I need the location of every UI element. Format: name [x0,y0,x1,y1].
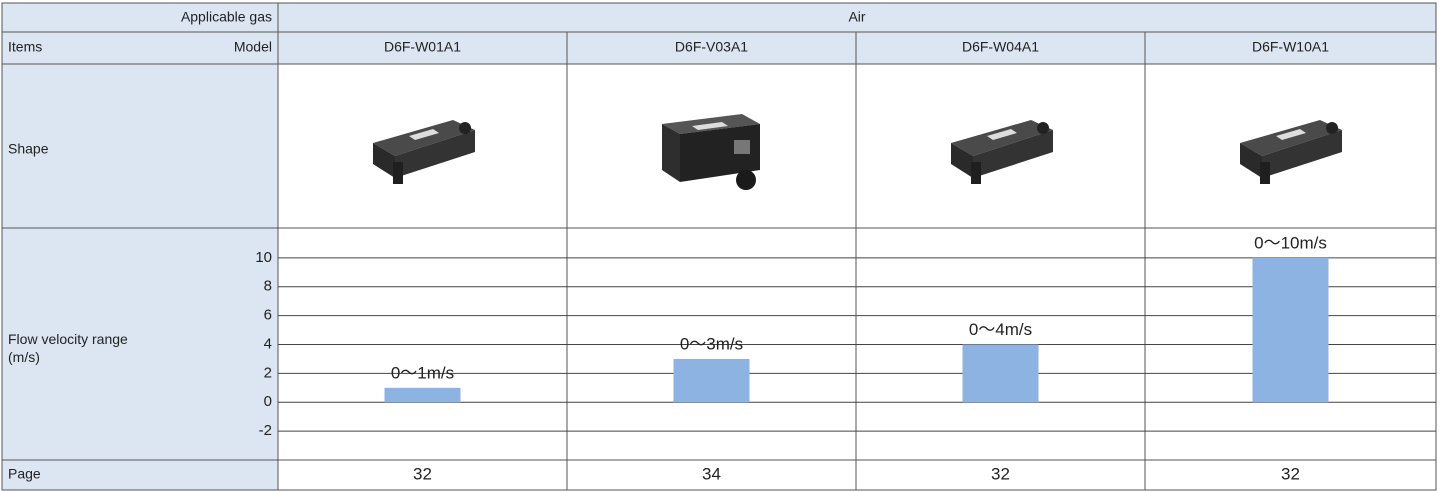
y-tick-label: -2 [259,422,272,439]
model-name: D6F-W01A1 [384,39,461,55]
y-axis-label: Flow velocity range (m/s) [8,331,128,365]
product-image [662,114,760,190]
product-image [951,120,1053,184]
gas: Air [848,9,865,25]
model-name: D6F-V03A1 [675,39,748,55]
model-label: Model [234,39,272,55]
bar [962,344,1039,403]
y-tick-label: 10 [255,249,272,266]
page-number: 32 [413,464,432,483]
bar [673,358,750,403]
product-image [373,120,475,184]
value-label: 0～4m/s [969,320,1032,339]
model-name: D6F-W10A1 [1252,39,1329,55]
y-tick-label: 8 [264,278,272,295]
model-name: D6F-W04A1 [962,39,1039,55]
y-tick-label: 4 [264,335,272,352]
shape-label: Shape [8,141,49,157]
y-tick-label: 6 [264,307,272,324]
value-label: 0～3m/s [680,334,743,353]
y-tick-label: 0 [264,393,272,410]
applicable-gas-label: Applicable gas [181,9,272,25]
page-label: Page [8,466,41,482]
page-number: 34 [702,464,721,483]
cell-backgrounds [2,3,1436,490]
value-label: 0～10m/s [1254,233,1327,252]
header-band [278,3,1436,64]
page-number: 32 [991,464,1010,483]
product-image [1240,120,1342,184]
bar [1252,257,1329,403]
page-number: 32 [1281,464,1300,483]
items-label: Items [8,39,42,55]
y-tick-label: 2 [264,364,272,381]
label-column [2,3,278,490]
bar [384,387,461,403]
value-label: 0～1m/s [391,363,454,382]
